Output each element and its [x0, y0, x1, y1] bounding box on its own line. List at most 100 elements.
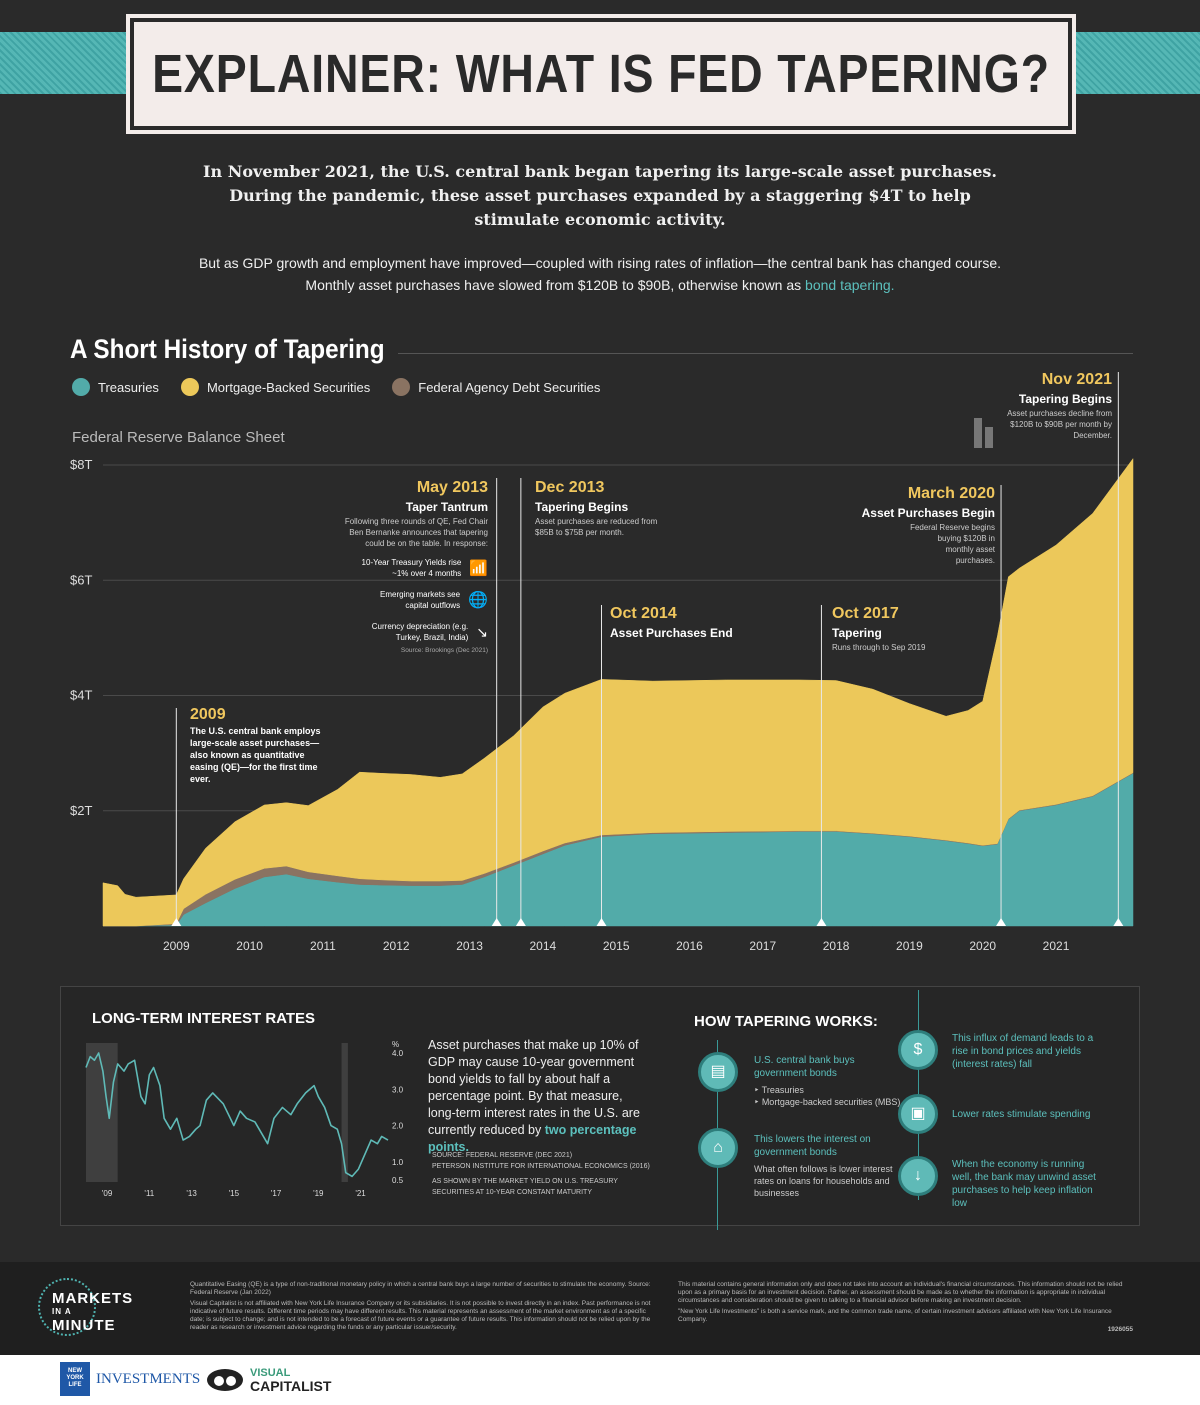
- y-tick-label: 1.0: [392, 1158, 404, 1167]
- intro-lead: In November 2021, the U.S. central bank …: [200, 160, 1000, 232]
- chart-label: Federal Reserve Balance Sheet: [72, 429, 285, 446]
- legend-label-agency: Federal Agency Debt Securities: [418, 379, 601, 395]
- event-text: The U.S. central bank employs large-scal…: [190, 726, 321, 784]
- how-step-sub-1: Treasuries: [761, 1085, 804, 1095]
- unwind-icon: ↓: [898, 1156, 938, 1196]
- event-text: Asset purchases are reduced from $85B to…: [535, 517, 658, 537]
- legend-swatch-mbs: [180, 378, 199, 396]
- vc-top: VISUAL: [250, 1367, 291, 1379]
- x-tick-label: 2021: [1043, 939, 1070, 953]
- long-term-highlight: two percentage points.: [428, 1123, 637, 1154]
- x-tick-label: 2020: [969, 939, 996, 953]
- event-date: March 2020: [907, 485, 995, 502]
- event-date: May 2013: [416, 479, 488, 496]
- how-step-title: When the economy is running well, the ba…: [952, 1159, 1096, 1209]
- x-tick-label: 2015: [603, 939, 630, 953]
- how-step-title: This lowers the interest on government b…: [754, 1134, 871, 1158]
- wallet-icon: ▣: [898, 1094, 938, 1134]
- x-tick-label: 2011: [310, 939, 336, 953]
- footer-right-notes: This material contains general informati…: [678, 1281, 1133, 1334]
- x-tick-label: 2013: [456, 939, 483, 953]
- x-tick-label: 2009: [163, 939, 190, 953]
- event-marker: [1113, 918, 1124, 926]
- intro-lead-value: $4T: [868, 186, 903, 205]
- y-tick-label: 3.0: [392, 1085, 404, 1094]
- event-item: 10-Year Treasury Yields rise ~1% over 4 …: [340, 557, 488, 579]
- nyl-investments-text: INVESTMENTS: [96, 1371, 201, 1387]
- event-date: Nov 2021: [1041, 371, 1112, 388]
- event-date: Oct 2017: [832, 605, 899, 622]
- y-tick-label: 2.0: [392, 1122, 404, 1131]
- intro-body-text: But as GDP growth and employment have im…: [198, 255, 1002, 293]
- bond-tapering-link[interactable]: bond tapering.: [805, 277, 895, 293]
- page-title: EXPLAINER: WHAT IS FED TAPERING?: [152, 44, 1050, 104]
- y-tick-label: $8T: [70, 457, 92, 472]
- legend-swatch-agency: [392, 378, 411, 396]
- how-step-title: This influx of demand leads to a rise in…: [952, 1033, 1094, 1070]
- footer-code: 1926055: [1107, 1326, 1133, 1333]
- event-heading: Asset Purchases Begin: [861, 506, 995, 520]
- event-date: Oct 2014: [610, 605, 677, 622]
- long-term-text: Asset purchases that make up 10% of GDP …: [428, 1037, 653, 1156]
- event-march-2020: March 2020 Asset Purchases Begin Federal…: [850, 484, 995, 566]
- markets-in-a-minute-logo: MARKETS IN A MINUTE: [52, 1290, 133, 1334]
- footer-logos: [0, 1355, 1200, 1405]
- history-title: A Short History of Tapering: [70, 334, 385, 364]
- event-text: Runs through to Sep 2019: [832, 643, 926, 652]
- event-marker: [996, 918, 1007, 926]
- taper-bar-before: [974, 418, 982, 448]
- event-heading: Taper Tantrum: [405, 500, 488, 514]
- source-line: PETERSON INSTITUTE FOR INTERNATIONAL ECO…: [432, 1163, 650, 1170]
- vc-bottom: CAPITALIST: [250, 1378, 332, 1394]
- event-date: Dec 2013: [535, 479, 605, 496]
- rates-line: [85, 1052, 389, 1178]
- legend-label-mbs: Mortgage-Backed Securities: [206, 379, 371, 395]
- nyli-note: "New York Life Investments" is both a se…: [678, 1308, 1112, 1323]
- nyl-logo: NEW YORK LIFE: [60, 1362, 90, 1396]
- legend-label-treasuries: Treasuries: [98, 379, 159, 395]
- how-step-sub: What often follows is lower interest rat…: [754, 1164, 893, 1198]
- event-text: Following three rounds of QE, Fed Chair …: [344, 517, 488, 548]
- x-tick-label: '09: [102, 1189, 113, 1198]
- how-step-sub-2: Mortgage-backed securities (MBS): [761, 1097, 901, 1107]
- x-tick-label: '11: [144, 1189, 154, 1198]
- event-heading: Tapering Begins: [1018, 392, 1112, 406]
- event-item-text: Currency depreciation (e.g. Turkey, Braz…: [371, 622, 469, 642]
- how-step-sub: ‣ Mortgage-backed securities (MBS): [754, 1097, 901, 1107]
- legend-item-mbs: Mortgage-Backed Securities: [180, 378, 371, 396]
- title-box: EXPLAINER: WHAT IS FED TAPERING?: [130, 18, 1072, 130]
- event-2009: 2009 The U.S. central bank employs large…: [190, 705, 325, 785]
- source-line: SECURITIES AT 10-YEAR CONSTANT MATURITY: [432, 1189, 592, 1196]
- bonds-icon: ▤: [698, 1052, 738, 1092]
- how-step-2: This lowers the interest on government b…: [754, 1133, 894, 1199]
- event-oct-2014: Oct 2014 Asset Purchases End: [610, 604, 760, 642]
- y-tick-label: $2T: [70, 803, 92, 818]
- x-tick-label: 2014: [530, 939, 557, 953]
- legend-item-agency: Federal Agency Debt Securities: [392, 378, 600, 396]
- event-heading: Tapering Begins: [535, 500, 629, 514]
- y-tick-label: 4.0: [392, 1049, 404, 1058]
- how-step-title: Lower rates stimulate spending: [952, 1109, 1091, 1120]
- chart-legend: Treasuries Mortgage-Backed Securities Fe…: [72, 378, 600, 396]
- source-line: AS SHOWN BY THE MARKET YIELD ON U.S. TRE…: [432, 1178, 618, 1185]
- footer-left-notes: Quantitative Easing (QE) is a type of no…: [190, 1281, 655, 1332]
- y-tick-label: $6T: [70, 572, 92, 587]
- legend-item-treasuries: Treasuries: [72, 378, 159, 396]
- intro-lead-text: In November 2021, the U.S. central bank …: [203, 162, 997, 205]
- area-mbs: [102, 458, 1134, 927]
- event-heading: Tapering: [832, 626, 882, 640]
- y-tick-label: 0.5: [392, 1176, 404, 1185]
- y-axis-label: %: [392, 1040, 399, 1049]
- disclaimer: Visual Capitalist is not affiliated with…: [190, 1300, 651, 1331]
- event-dec-2013: Dec 2013 Tapering Begins Asset purchases…: [535, 478, 675, 538]
- event-item: Currency depreciation (e.g. Turkey, Braz…: [340, 621, 488, 643]
- event-items: 10-Year Treasury Yields rise ~1% over 4 …: [340, 557, 488, 656]
- x-tick-label: '17: [271, 1189, 282, 1198]
- qe-note: Quantitative Easing (QE) is a type of no…: [190, 1281, 651, 1296]
- bank-icon: ⌂: [698, 1128, 738, 1168]
- x-tick-label: 2012: [383, 939, 410, 953]
- x-tick-label: 2016: [676, 939, 703, 953]
- how-step-5: When the economy is running well, the ba…: [952, 1158, 1102, 1210]
- how-step-sub: ‣ Treasuries: [754, 1085, 804, 1095]
- y-tick-label: $4T: [70, 688, 92, 703]
